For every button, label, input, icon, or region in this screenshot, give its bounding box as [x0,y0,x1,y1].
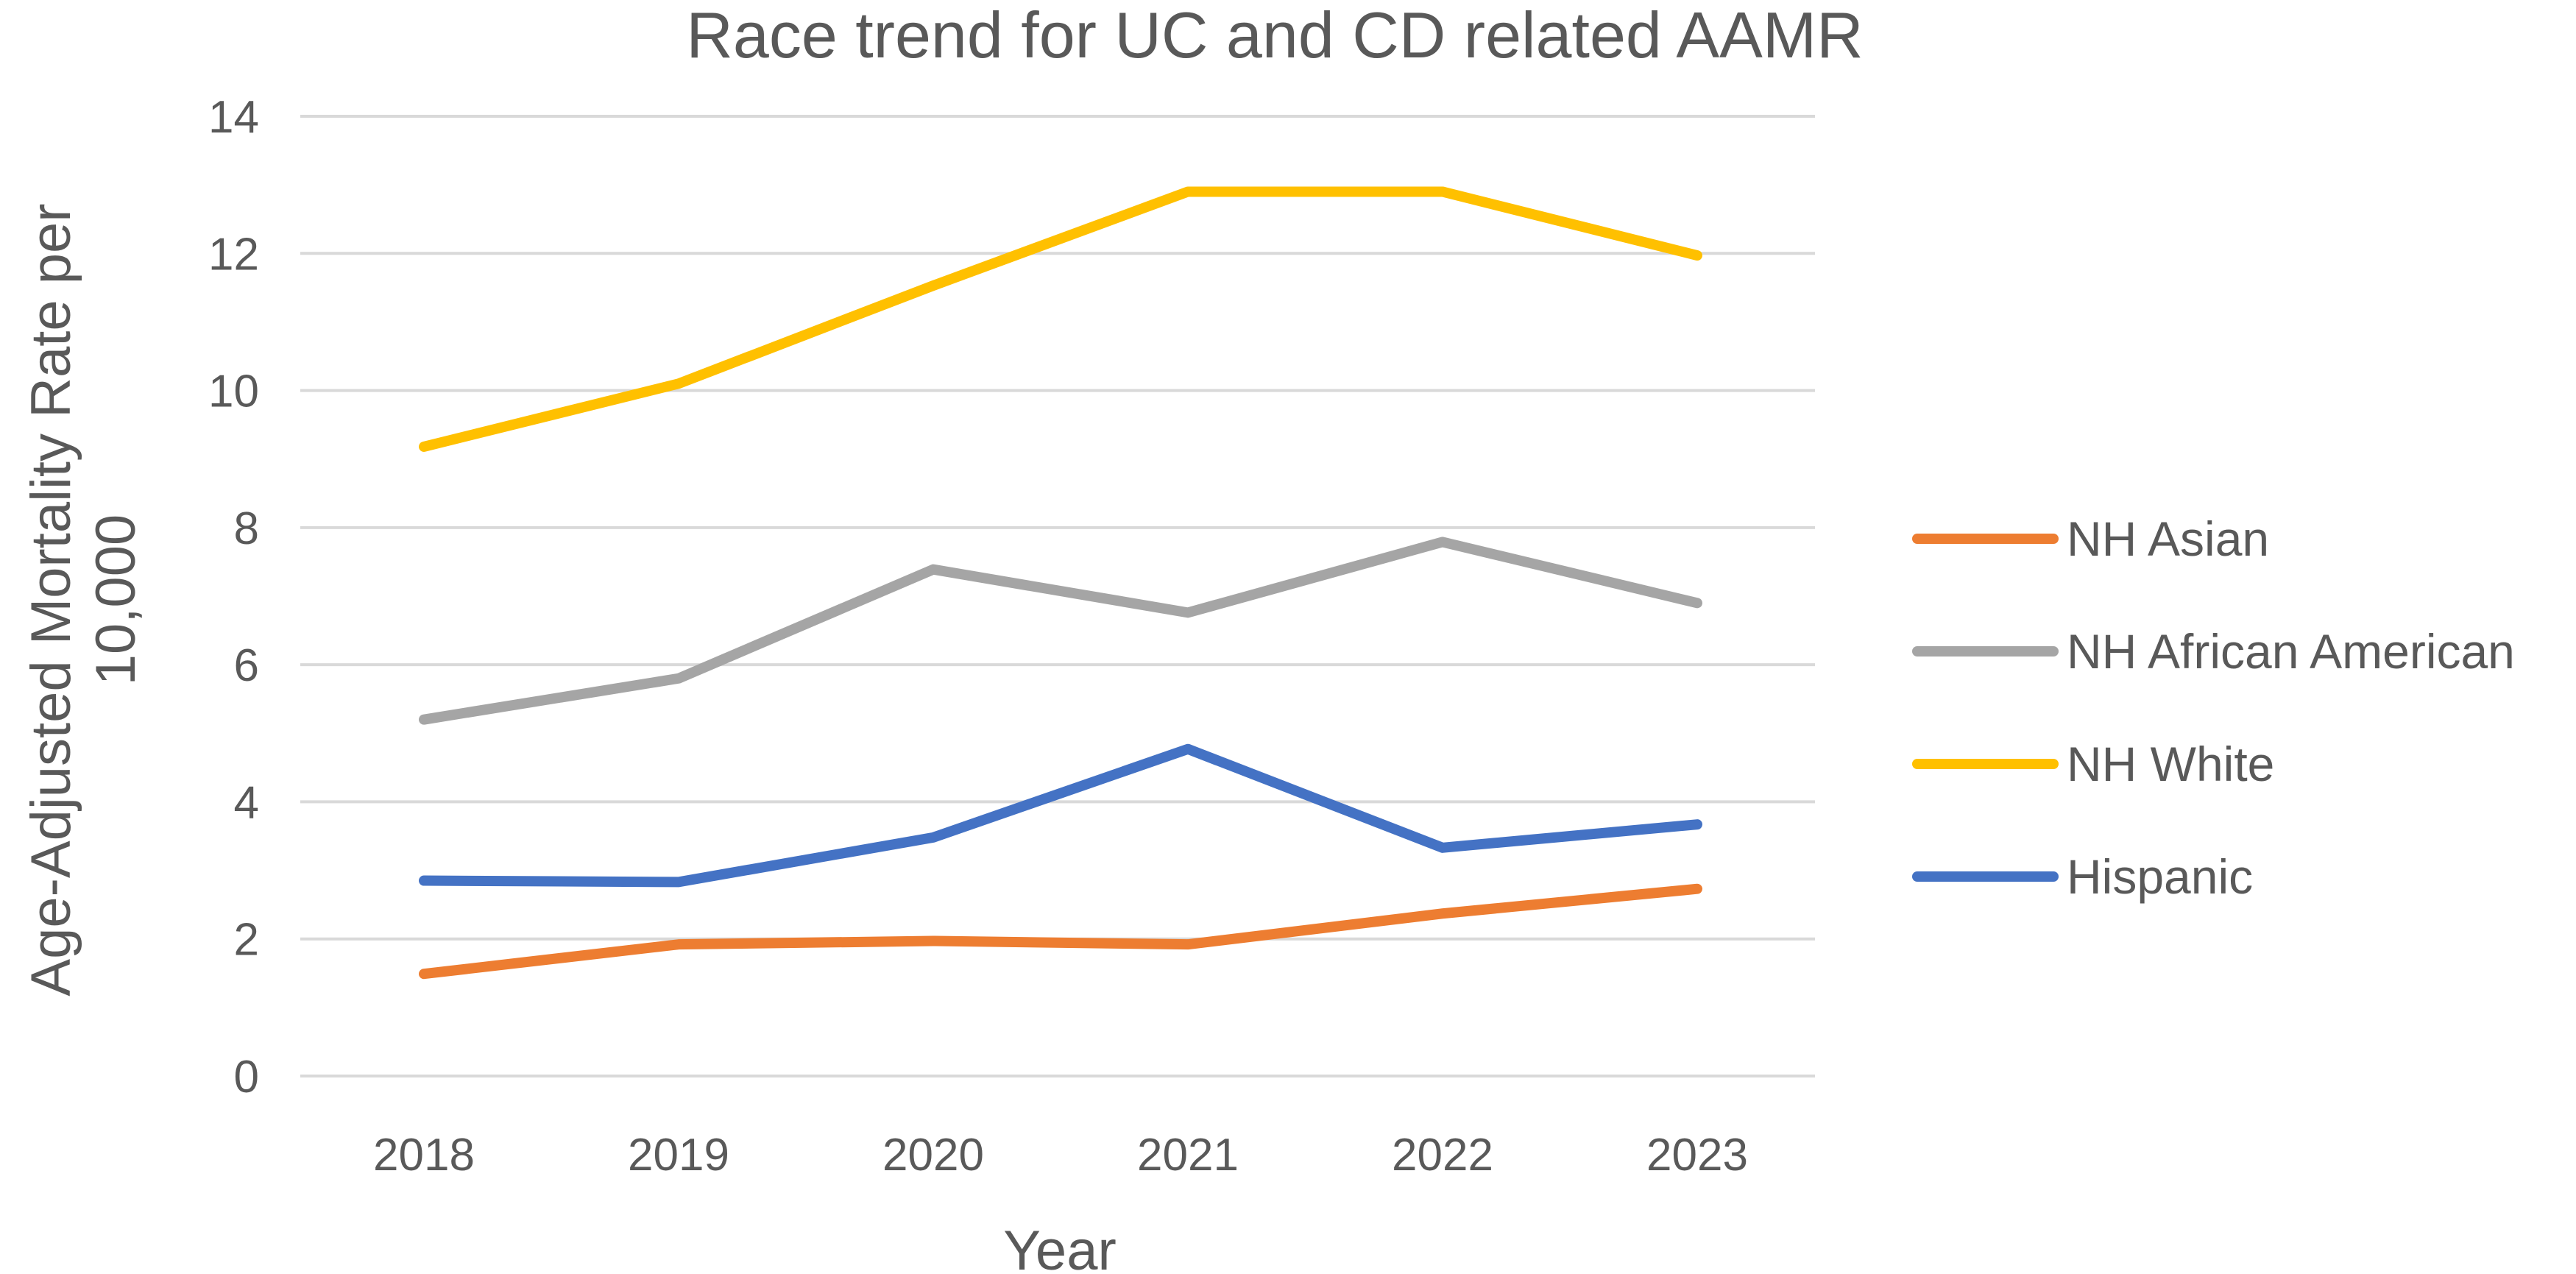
series-lines [419,186,1702,980]
y-tick-label: 8 [234,503,259,554]
legend-label: Hispanic [2067,849,2253,904]
y-tick-label: 6 [234,640,259,691]
legend-item: NH White [1912,737,2274,791]
legend-label: NH African American [2067,624,2515,679]
y-tick-label: 10 [208,367,259,417]
y-tick-label: 4 [234,777,259,828]
legend-label: NH White [2067,737,2274,791]
gridlines [300,115,1815,1077]
legend-label: NH Asian [2067,512,2269,566]
series-line-nh-white [419,186,1702,452]
series-line-hispanic [419,743,1702,888]
x-tick-label: 2022 [1392,1130,1493,1181]
y-axis-title: Age-Adjusted Mortality Rate per 10,000 [20,203,147,996]
chart-title: Race trend for UC and CD related AAMR [686,0,1863,71]
x-tick-label: 2023 [1646,1130,1748,1181]
x-tick-label: 2018 [373,1130,475,1181]
x-tick-labels: 2018 2019 2020 2021 2022 2023 [373,1130,1748,1181]
y-tick-label: 2 [234,915,259,966]
y-tick-labels: 0 2 4 6 8 10 12 14 [208,92,259,1103]
x-tick-label: 2020 [882,1130,984,1181]
x-axis-title: Year [1003,1220,1117,1274]
y-axis-title-line-1: Age-Adjusted Mortality Rate per [20,203,82,996]
y-tick-label: 12 [208,229,259,280]
legend-item: Hispanic [1912,849,2253,904]
y-tick-label: 14 [208,92,259,143]
series-line-nh-asian [419,883,1702,980]
legend-item: NH African American [1912,624,2515,679]
legend: NH Asian NH African American NH White Hispa… [1912,512,2515,904]
legend-item: NH Asian [1912,512,2269,566]
y-axis-title-line-2: 10,000 [85,514,147,685]
x-tick-label: 2021 [1137,1130,1239,1181]
y-tick-label: 0 [234,1052,259,1103]
series-line-nh-african-american [419,537,1702,725]
x-tick-label: 2019 [628,1130,729,1181]
